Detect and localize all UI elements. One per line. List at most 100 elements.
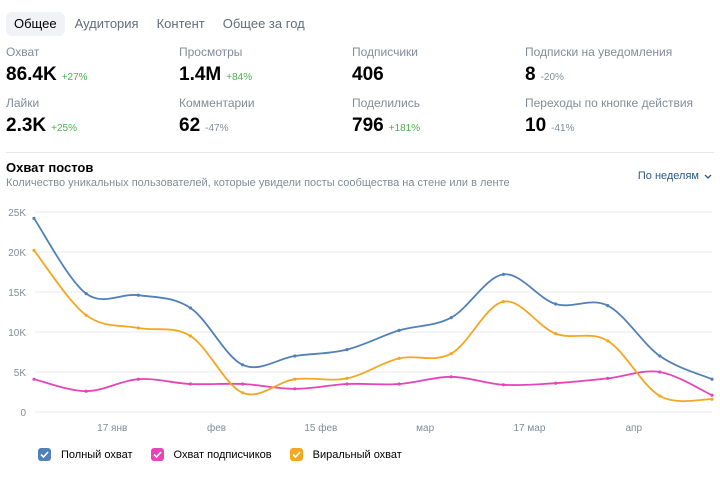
stat-action-button-clicks: Переходы по кнопке действия 10 -41% bbox=[525, 96, 693, 137]
data-point bbox=[553, 302, 558, 306]
data-point bbox=[293, 377, 297, 381]
x-tick-label: мар bbox=[416, 423, 434, 434]
x-tick-label: 17 янв bbox=[97, 423, 127, 434]
x-tick-label: 15 фев bbox=[304, 422, 337, 434]
data-point bbox=[606, 376, 610, 380]
data-point bbox=[345, 348, 349, 352]
stat-delta: -20% bbox=[540, 72, 564, 83]
y-tick-label: 5K bbox=[14, 368, 27, 379]
data-point bbox=[710, 377, 714, 381]
stat-label: Охват bbox=[6, 45, 40, 59]
divider bbox=[6, 152, 714, 153]
stat-value: 2.3K bbox=[6, 115, 47, 136]
data-point bbox=[345, 376, 349, 380]
tab-bar: Общее Аудитория Контент Общее за год bbox=[6, 12, 315, 36]
data-point bbox=[449, 352, 453, 356]
data-point bbox=[397, 328, 401, 332]
data-point bbox=[136, 293, 140, 297]
series-line-full-reach bbox=[33, 217, 713, 381]
data-point bbox=[606, 339, 610, 343]
data-point bbox=[710, 397, 714, 401]
stat-value: 10 bbox=[525, 115, 547, 136]
data-point bbox=[553, 332, 558, 336]
data-point bbox=[449, 316, 453, 320]
x-tick-label: апр bbox=[625, 423, 642, 434]
stat-label: Подписчики bbox=[352, 45, 419, 59]
stat-value: 8 bbox=[525, 64, 536, 85]
stat-delta: +27% bbox=[61, 72, 88, 83]
stat-label: Комментарии bbox=[179, 96, 255, 110]
stat-label: Поделились bbox=[352, 96, 420, 110]
reach-chart: 25K 20K 15K 10K 5K 0 17 янв фев 15 фев мар 17 мар а… bbox=[8, 208, 714, 434]
stat-comments: Комментарии 62 -47% bbox=[179, 96, 255, 137]
x-tick-label: 17 мар bbox=[514, 423, 546, 434]
y-tick-label: 10K bbox=[8, 328, 26, 339]
stat-label: Подписки на уведомления bbox=[525, 45, 673, 59]
legend-label: Охват подписчиков bbox=[173, 448, 272, 461]
legend-label: Виральный охват bbox=[312, 448, 402, 461]
stat-value: 62 bbox=[179, 115, 201, 136]
chevron-down-icon bbox=[704, 170, 712, 182]
stat-delta: +181% bbox=[388, 123, 421, 134]
stat-likes: Лайки 2.3K +25% bbox=[6, 96, 77, 137]
checkbox-icon[interactable] bbox=[38, 448, 51, 461]
data-point bbox=[84, 389, 88, 393]
stat-delta: +84% bbox=[226, 72, 253, 83]
stat-subscribers: Подписчики 406 bbox=[352, 45, 418, 86]
data-point bbox=[553, 381, 558, 385]
data-point bbox=[32, 377, 36, 381]
stat-reach: Охват 86.4K +27% bbox=[6, 45, 88, 86]
legend-item-subscribers-reach[interactable]: Охват подписчиков bbox=[150, 448, 272, 461]
x-tick-label: фев bbox=[207, 422, 226, 434]
stat-shares: Поделились 796 +181% bbox=[352, 96, 420, 137]
series-line-subscribers-reach bbox=[33, 370, 713, 397]
data-point bbox=[241, 391, 245, 395]
data-point bbox=[397, 382, 401, 386]
data-point bbox=[501, 272, 505, 276]
stat-views: Просмотры 1.4M +84% bbox=[179, 45, 252, 86]
data-point bbox=[449, 375, 453, 379]
data-point bbox=[658, 394, 662, 398]
data-point bbox=[658, 370, 662, 374]
chart-legend: Полный охват Охват подписчиков Виральный… bbox=[38, 448, 420, 461]
data-point bbox=[606, 304, 610, 308]
data-point bbox=[501, 300, 505, 304]
y-tick-label: 0 bbox=[20, 408, 26, 419]
tab-audience[interactable]: Аудитория bbox=[74, 16, 139, 31]
stat-value: 86.4K bbox=[6, 64, 57, 85]
period-label: По неделям bbox=[637, 170, 699, 182]
data-point bbox=[84, 313, 88, 317]
tab-content[interactable]: Контент bbox=[156, 16, 205, 31]
checkbox-icon[interactable] bbox=[289, 448, 303, 461]
data-point bbox=[84, 292, 88, 296]
period-selector[interactable]: По неделям bbox=[638, 170, 712, 182]
tab-general[interactable]: Общее bbox=[6, 12, 65, 36]
data-point bbox=[710, 393, 714, 397]
legend-item-viral-reach[interactable]: Виральный охват bbox=[289, 448, 402, 461]
data-point bbox=[188, 306, 193, 310]
data-point bbox=[32, 248, 36, 252]
data-point bbox=[501, 383, 505, 387]
y-tick-label: 15K bbox=[8, 288, 26, 299]
stat-value: 796 bbox=[352, 115, 384, 136]
data-point bbox=[136, 326, 140, 330]
stat-label: Просмотры bbox=[179, 45, 243, 59]
tab-general-year[interactable]: Общее за год bbox=[222, 16, 305, 31]
legend-label: Полный охват bbox=[61, 448, 133, 461]
section-subtitle: Количество уникальных пользователей, кот… bbox=[6, 177, 510, 189]
checkbox-icon[interactable] bbox=[150, 448, 164, 461]
data-point bbox=[293, 387, 297, 391]
stat-label: Переходы по кнопке действия bbox=[525, 96, 694, 110]
data-point bbox=[397, 356, 401, 360]
data-point bbox=[241, 363, 245, 367]
data-point bbox=[32, 216, 36, 220]
y-tick-label: 20K bbox=[8, 248, 26, 259]
data-point bbox=[136, 377, 140, 381]
stat-label: Лайки bbox=[6, 96, 40, 110]
section-title: Охват постов bbox=[6, 160, 94, 175]
legend-item-full-reach[interactable]: Полный охват bbox=[38, 448, 133, 461]
stat-delta: -47% bbox=[205, 123, 229, 134]
stat-value: 406 bbox=[352, 64, 384, 85]
stat-delta: -41% bbox=[551, 123, 575, 134]
data-point bbox=[188, 382, 193, 386]
